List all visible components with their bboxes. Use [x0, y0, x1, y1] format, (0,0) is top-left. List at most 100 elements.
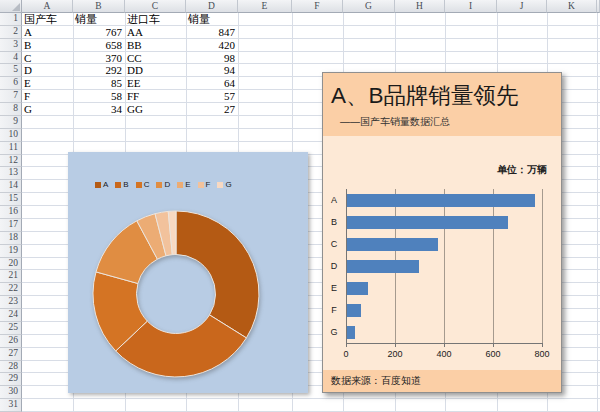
cell[interactable]: 420: [188, 39, 235, 52]
column-header-I[interactable]: I: [445, 0, 497, 13]
axis-tick: [395, 344, 396, 347]
unit-label: 单位：万辆: [497, 163, 547, 177]
tick-label-600: 600: [476, 349, 510, 359]
bar-label-B: B: [326, 216, 342, 229]
select-all-corner[interactable]: [0, 0, 22, 13]
cell[interactable]: E: [24, 77, 70, 90]
cell[interactable]: 27: [188, 103, 235, 116]
bar-gridline: [542, 189, 543, 343]
cell[interactable]: FF: [127, 90, 184, 103]
column-header-E[interactable]: E: [238, 0, 292, 13]
bar-chart-plot[interactable]: [346, 189, 542, 343]
cell[interactable]: C: [24, 52, 70, 65]
bar-label-C: C: [326, 238, 342, 251]
row-header-18[interactable]: 18: [0, 232, 22, 245]
cell[interactable]: BB: [127, 39, 184, 52]
bar-gridline: [444, 189, 445, 343]
column-header-D[interactable]: D: [186, 0, 238, 13]
row-header-24[interactable]: 24: [0, 309, 22, 322]
row-header-28[interactable]: 28: [0, 361, 22, 374]
cell[interactable]: DD: [127, 64, 184, 77]
row-header-11[interactable]: 11: [0, 142, 22, 155]
row-header-12[interactable]: 12: [0, 155, 22, 168]
donut-chart-box[interactable]: ABCDEFG: [68, 152, 308, 393]
row-header-3[interactable]: 3: [0, 39, 22, 52]
row-header-7[interactable]: 7: [0, 90, 22, 103]
cell[interactable]: GG: [127, 103, 184, 116]
cell[interactable]: 64: [188, 77, 235, 90]
cell[interactable]: 国产车: [24, 13, 70, 26]
cell[interactable]: 57: [188, 90, 235, 103]
bar-G[interactable]: [347, 326, 355, 339]
row-header-19[interactable]: 19: [0, 245, 22, 258]
row-header-17[interactable]: 17: [0, 219, 22, 232]
row-header-21[interactable]: 21: [0, 270, 22, 283]
tick-label-800: 800: [525, 349, 559, 359]
row-header-2[interactable]: 2: [0, 26, 22, 39]
cell[interactable]: A: [24, 26, 70, 39]
row-header-4[interactable]: 4: [0, 52, 22, 65]
row-header-5[interactable]: 5: [0, 64, 22, 77]
row-header-20[interactable]: 20: [0, 258, 22, 271]
cell[interactable]: B: [24, 39, 70, 52]
column-header-G[interactable]: G: [343, 0, 395, 13]
row-header-10[interactable]: 10: [0, 129, 22, 142]
row-header-30[interactable]: 30: [0, 386, 22, 399]
row-header-16[interactable]: 16: [0, 206, 22, 219]
bar-A[interactable]: [347, 194, 535, 207]
row-header-14[interactable]: 14: [0, 180, 22, 193]
bar-label-F: F: [326, 304, 342, 317]
row-header-6[interactable]: 6: [0, 77, 22, 90]
column-header-B[interactable]: B: [73, 0, 125, 13]
cell[interactable]: EE: [127, 77, 184, 90]
column-header-A[interactable]: A: [22, 0, 73, 13]
row-header-25[interactable]: 25: [0, 322, 22, 335]
cell[interactable]: 847: [188, 26, 235, 39]
axis-tick: [346, 344, 347, 347]
row-header-1[interactable]: 1: [0, 13, 22, 26]
cell[interactable]: 370: [75, 52, 122, 65]
donut-chart[interactable]: [66, 184, 286, 404]
cell[interactable]: 销量: [188, 13, 235, 26]
cell[interactable]: AA: [127, 26, 184, 39]
bar-gridline: [493, 189, 494, 343]
row-header-8[interactable]: 8: [0, 103, 22, 116]
cell[interactable]: 58: [75, 90, 122, 103]
cell[interactable]: 34: [75, 103, 122, 116]
report-panel[interactable]: A、B品牌销量领先 ——国产车销量数据汇总 单位：万辆 ABCDEFG 0200…: [322, 72, 562, 393]
row-header-15[interactable]: 15: [0, 193, 22, 206]
cell[interactable]: CC: [127, 52, 184, 65]
cell[interactable]: 进口车: [127, 13, 184, 26]
cell[interactable]: G: [24, 103, 70, 116]
cell[interactable]: 94: [188, 64, 235, 77]
bar-E[interactable]: [347, 282, 368, 295]
cell[interactable]: 85: [75, 77, 122, 90]
tick-label-0: 0: [329, 349, 363, 359]
row-header-27[interactable]: 27: [0, 348, 22, 361]
cell[interactable]: D: [24, 64, 70, 77]
row-header-31[interactable]: 31: [0, 399, 22, 412]
cell[interactable]: 销量: [75, 13, 122, 26]
row-header-29[interactable]: 29: [0, 373, 22, 386]
column-header-H[interactable]: H: [395, 0, 445, 13]
bar-B[interactable]: [347, 216, 508, 229]
bar-C[interactable]: [347, 238, 438, 251]
column-header-C[interactable]: C: [125, 0, 186, 13]
cell[interactable]: 658: [75, 39, 122, 52]
bar-F[interactable]: [347, 304, 361, 317]
cell[interactable]: 98: [188, 52, 235, 65]
cell[interactable]: 767: [75, 26, 122, 39]
row-header-23[interactable]: 23: [0, 296, 22, 309]
column-header-F[interactable]: F: [292, 0, 343, 13]
row-header-22[interactable]: 22: [0, 283, 22, 296]
row-header-13[interactable]: 13: [0, 167, 22, 180]
row-header-9[interactable]: 9: [0, 116, 22, 129]
column-header-K[interactable]: K: [547, 0, 597, 13]
cell[interactable]: F: [24, 90, 70, 103]
bar-D[interactable]: [347, 260, 419, 273]
bar-label-A: A: [326, 194, 342, 207]
row-header-26[interactable]: 26: [0, 335, 22, 348]
donut-slice-A[interactable]: [176, 211, 259, 338]
cell[interactable]: 292: [75, 64, 122, 77]
column-header-J[interactable]: J: [497, 0, 547, 13]
